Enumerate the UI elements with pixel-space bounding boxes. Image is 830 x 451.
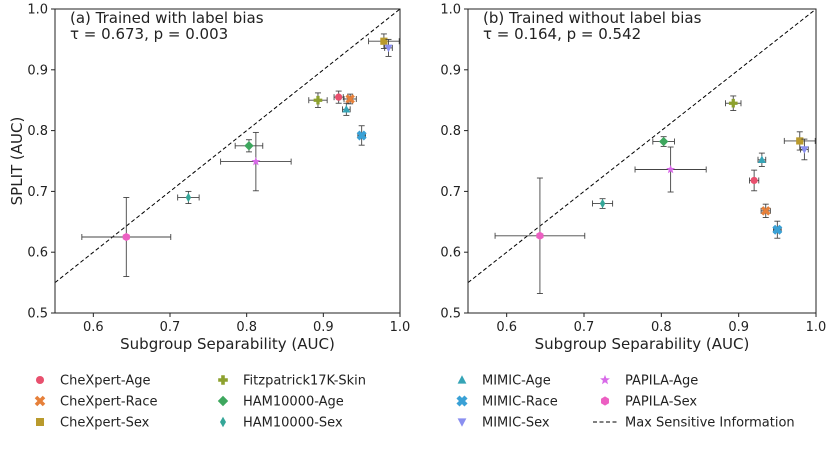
- panel-1-x-tick-label: 0.7: [160, 320, 181, 335]
- panel-1-chexpert-age-point: [335, 93, 343, 101]
- panel-1-papila-sex-point: [122, 232, 130, 242]
- panel-1-chexpert-sex-point: [380, 37, 388, 45]
- legend-marker-papila-age: [600, 374, 610, 385]
- panel-1: 0.6 0.7 0.8 0.9 1.0 0.5 0.6 0.7 0.8 0.9 1.0 Subgrou…: [27, 3, 410, 354]
- y-axis-title: SPLIT (AUC): [8, 117, 26, 206]
- legend-item-mimic-race: MIMIC-Race: [456, 395, 558, 410]
- legend-label-mimic-sex: MIMIC-Sex: [482, 416, 550, 431]
- panel-2-y-tick-label: 0.5: [440, 307, 461, 322]
- legend-marker-chexpert-age: [36, 376, 44, 384]
- panel-1-axes-frame: [54, 8, 401, 314]
- legend-item-papila-sex: PAPILA-Sex: [601, 395, 697, 410]
- legend-item-fitzpatrick17k-skin: Fitzpatrick17K-Skin: [218, 374, 366, 389]
- panel-2-ham10000-sex-point: [599, 198, 606, 209]
- legend-label-chexpert-sex: CheXpert-Sex: [60, 416, 150, 431]
- legend-label-chexpert-age: CheXpert-Age: [60, 374, 150, 389]
- panel-2-y-tick-label: 0.9: [440, 63, 461, 78]
- legend-marker-ham10000-sex: [220, 416, 226, 428]
- legend-item-ham10000-age: HAM10000-Age: [217, 395, 344, 410]
- panel-2-fitzpatrick17k-skin-point: [728, 98, 738, 108]
- panel-1-x-tick-label: 0.9: [313, 320, 334, 335]
- panel-2-chexpert-sex-point: [796, 137, 804, 145]
- panel-2-papila-age-point: [666, 164, 676, 174]
- panel-2-x-tick-label: 1.0: [806, 320, 827, 335]
- legend-item-chexpert-age: CheXpert-Age: [36, 374, 150, 389]
- panel-2-mimic-race-point: [772, 224, 783, 235]
- panel-1-x-tick-label: 0.8: [236, 320, 257, 335]
- panel-2: 0.6 0.7 0.8 0.9 1.0 0.5 0.6 0.7 0.8 0.9 1.0 Subgrou…: [440, 3, 826, 354]
- legend-label-chexpert-race: CheXpert-Race: [60, 395, 157, 410]
- panel-2-x-tick-label: 0.7: [574, 320, 595, 335]
- legend-marker-mimic-age: [457, 375, 467, 384]
- panel-1-papila-age-point: [251, 156, 261, 166]
- legend: CheXpert-Age CheXpert-Race CheXpert-Sex Fit…: [34, 374, 795, 431]
- panel-1-x-tick-label: 0.6: [83, 320, 104, 335]
- panel-2-y-tick-label: 0.6: [440, 246, 461, 261]
- panel-2-chexpert-age-point: [750, 176, 758, 185]
- panel-1-ham10000-sex-point: [185, 192, 192, 203]
- legend-item-chexpert-race: CheXpert-Race: [34, 395, 157, 410]
- panel-2-x-tick-label: 0.8: [651, 320, 672, 335]
- panel-2-y-tick-label: 1.0: [440, 3, 461, 18]
- legend-marker-ham10000-age: [217, 395, 229, 407]
- panel-2-ham10000-age-point: [658, 136, 669, 147]
- panel-1-y-tick-label: 0.5: [27, 307, 48, 322]
- panel-2-x-axis-title: Subgroup Separability (AUC): [535, 335, 750, 353]
- panel-1-stats: τ = 0.673, p = 0.003: [70, 25, 228, 43]
- panel-1-x-tick-label: 1.0: [390, 320, 411, 335]
- panel-1-x-axis-title: Subgroup Separability (AUC): [120, 335, 335, 353]
- legend-label-papila-age: PAPILA-Age: [625, 374, 698, 389]
- legend-item-mimic-age: MIMIC-Age: [457, 374, 551, 389]
- panel-1-reference-line: [55, 9, 400, 283]
- legend-label-mimic-age: MIMIC-Age: [482, 374, 551, 389]
- panel-2-x-tick-label: 0.6: [496, 320, 517, 335]
- panel-2-chexpert-race-point: [760, 206, 771, 216]
- legend-marker-mimic-race: [456, 395, 468, 407]
- legend-marker-fitzpatrick17k-skin: [218, 375, 228, 385]
- panel-2-title: (b) Trained without label bias: [483, 9, 702, 27]
- legend-label-papila-sex: PAPILA-Sex: [625, 395, 697, 410]
- legend-item-max-sensitive-information: Max Sensitive Information: [593, 416, 795, 431]
- panels: 0.6 0.7 0.8 0.9 1.0 0.5 0.6 0.7 0.8 0.9 1.0 Subgrou…: [27, 3, 826, 354]
- legend-item-mimic-sex: MIMIC-Sex: [457, 416, 550, 431]
- panel-1-ham10000-age-point: [244, 141, 254, 151]
- panel-1-fitzpatrick17k-skin-point: [313, 95, 323, 105]
- panel-1-y-tick-label: 1.0: [27, 3, 48, 18]
- panel-2-stats: τ = 0.164, p = 0.542: [483, 25, 641, 43]
- panel-1-mimic-age-point: [342, 105, 351, 113]
- panel-2-axes-frame: [467, 8, 817, 314]
- panel-1-chexpert-race-point: [345, 94, 355, 104]
- legend-item-ham10000-sex: HAM10000-Sex: [220, 416, 343, 431]
- legend-label-ham10000-sex: HAM10000-Sex: [243, 416, 343, 431]
- panel-1-y-tick-label: 0.6: [27, 246, 48, 261]
- panel-2-mimic-sex-errorbar: [800, 138, 809, 161]
- legend-label-mimic-race: MIMIC-Race: [482, 395, 558, 410]
- panel-2-y-tick-label: 0.7: [440, 185, 461, 200]
- panel-1-mimic-race-point: [356, 130, 367, 141]
- panel-2-y-tick-label: 0.8: [440, 124, 461, 139]
- panel-2-reference-line: [468, 9, 816, 283]
- panel-1-y-tick-label: 0.9: [27, 63, 48, 78]
- panel-2-papila-sex-point: [536, 231, 544, 240]
- panel-2-mimic-age-point: [757, 155, 766, 164]
- legend-label-fitzpatrick17k-skin: Fitzpatrick17K-Skin: [243, 374, 366, 389]
- panel-1-title: (a) Trained with label bias: [70, 9, 264, 27]
- panel-1-y-tick-label: 0.7: [27, 185, 48, 200]
- legend-label-max-sensitive-information: Max Sensitive Information: [625, 416, 795, 431]
- legend-marker-papila-sex: [601, 396, 609, 406]
- legend-item-chexpert-sex: CheXpert-Sex: [36, 416, 150, 431]
- legend-marker-mimic-sex: [457, 418, 467, 427]
- panel-2-x-tick-label: 0.9: [728, 320, 749, 335]
- panel-1-y-tick-label: 0.8: [27, 124, 48, 139]
- legend-label-ham10000-age: HAM10000-Age: [243, 395, 344, 410]
- legend-marker-chexpert-race: [34, 395, 46, 407]
- panel-2-mimic-sex-point: [800, 146, 809, 154]
- panel-1-mimic-sex-point: [384, 44, 393, 53]
- legend-marker-chexpert-sex: [36, 418, 44, 426]
- legend-item-papila-age: PAPILA-Age: [600, 374, 698, 389]
